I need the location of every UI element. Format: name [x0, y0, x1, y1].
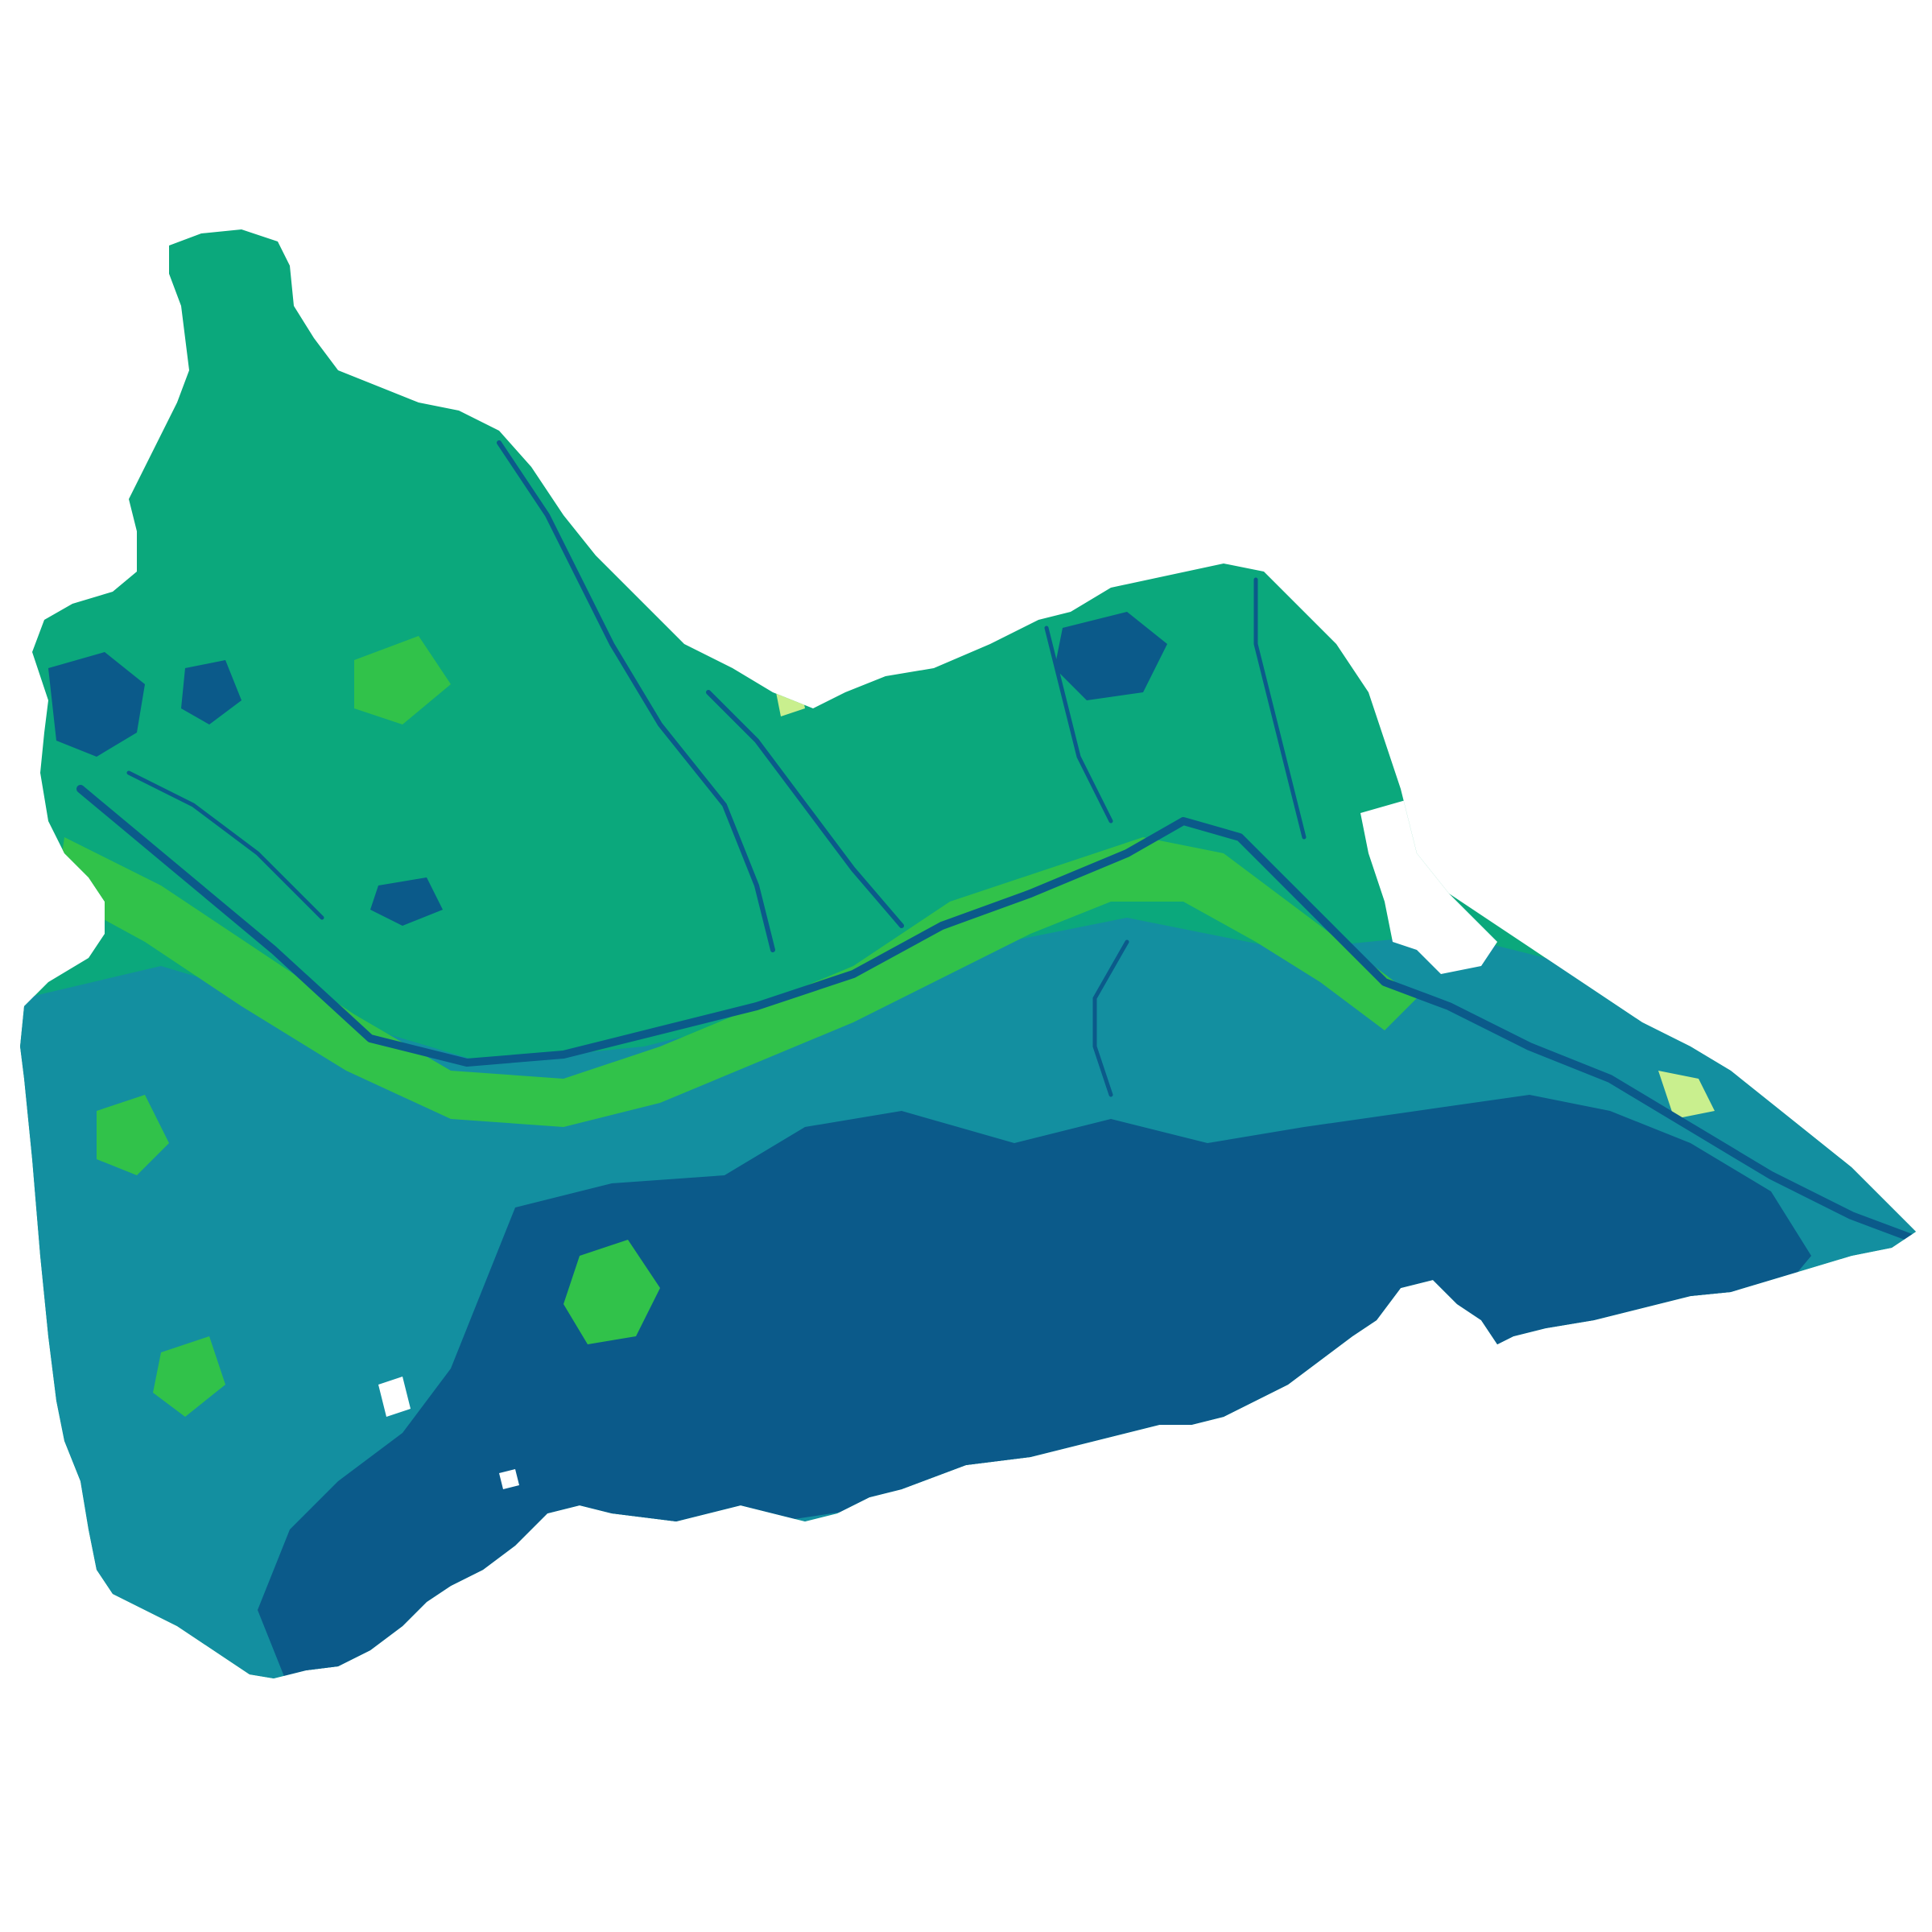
land-class-4-patch-north	[354, 636, 451, 724]
land-class-1-patch-west-upper	[48, 652, 145, 757]
tributary-west	[126, 770, 324, 920]
land-class-5-patch-north	[620, 507, 684, 596]
land-class-4-patch-west	[97, 1095, 169, 1175]
tributary-north-1	[497, 440, 775, 952]
tributary-north-3	[1044, 625, 1113, 824]
no-data-area-southwest	[378, 1377, 411, 1417]
tributary-south	[1092, 939, 1129, 1097]
land-class-4-patch-central	[564, 1240, 660, 1344]
land-class-4-patch-southwest	[153, 1336, 225, 1417]
no-data-area-south	[499, 1469, 519, 1489]
land-class-5-patch-east-coast	[1658, 1071, 1715, 1119]
land-class-1-patch-lake	[370, 877, 443, 926]
land-class-1-patch-west-mid	[181, 660, 242, 724]
no-data-area-east	[1360, 797, 1497, 974]
tributary-northeast	[1253, 577, 1307, 840]
land-class-1-region-south-ridge	[258, 1095, 1811, 1678]
land-class-1-patch-northeast	[1055, 612, 1167, 700]
land-class-4-river-corridor	[56, 837, 1417, 1127]
main-river	[76, 785, 1916, 1244]
tributary-north-2	[706, 690, 904, 928]
